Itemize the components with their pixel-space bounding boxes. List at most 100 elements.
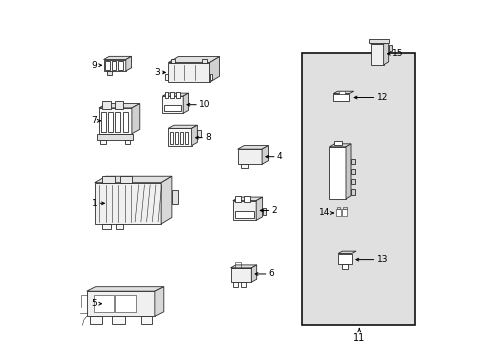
Polygon shape xyxy=(86,287,163,291)
Bar xyxy=(388,45,391,51)
Text: 14: 14 xyxy=(318,208,329,217)
Bar xyxy=(235,195,241,202)
Polygon shape xyxy=(132,104,140,134)
Bar xyxy=(103,59,125,71)
Bar xyxy=(86,291,155,316)
Text: 1: 1 xyxy=(92,199,97,208)
Bar xyxy=(102,224,111,229)
Bar xyxy=(343,207,346,210)
Bar xyxy=(233,282,238,287)
Bar xyxy=(171,59,175,63)
Bar xyxy=(171,190,178,204)
Polygon shape xyxy=(168,57,219,63)
Bar xyxy=(140,316,152,324)
Bar xyxy=(301,53,414,325)
Bar xyxy=(175,132,178,144)
Bar xyxy=(241,164,248,168)
Bar xyxy=(112,61,116,69)
Polygon shape xyxy=(99,104,140,108)
Bar xyxy=(120,176,132,183)
Bar xyxy=(176,92,179,98)
Bar xyxy=(102,176,114,183)
Bar xyxy=(118,61,122,69)
Text: 6: 6 xyxy=(268,269,274,278)
Text: 8: 8 xyxy=(204,133,210,142)
Bar xyxy=(370,44,383,65)
Polygon shape xyxy=(183,93,188,113)
Bar xyxy=(333,141,341,145)
Polygon shape xyxy=(232,197,262,201)
Bar xyxy=(185,132,188,144)
Bar xyxy=(164,92,168,98)
Text: 10: 10 xyxy=(199,100,210,109)
Bar xyxy=(162,96,183,113)
Bar xyxy=(170,92,174,98)
Text: 2: 2 xyxy=(271,206,277,215)
Text: 13: 13 xyxy=(376,255,387,264)
Bar xyxy=(164,105,181,111)
Bar xyxy=(97,134,133,140)
Bar xyxy=(99,108,132,134)
Polygon shape xyxy=(95,176,171,183)
Bar xyxy=(342,210,346,216)
Bar xyxy=(350,169,354,175)
Bar xyxy=(232,201,256,220)
Bar xyxy=(100,140,105,144)
Polygon shape xyxy=(256,197,262,220)
Bar xyxy=(116,224,123,229)
Bar xyxy=(112,316,125,324)
Bar xyxy=(94,295,114,312)
Bar xyxy=(108,112,113,132)
Bar xyxy=(350,189,354,194)
Bar xyxy=(235,211,253,218)
Bar xyxy=(115,112,120,132)
Polygon shape xyxy=(155,287,163,316)
Polygon shape xyxy=(346,144,350,199)
Polygon shape xyxy=(262,145,268,164)
Bar xyxy=(243,195,249,202)
Bar xyxy=(368,39,388,43)
Bar xyxy=(95,183,161,224)
Polygon shape xyxy=(251,265,256,282)
Bar xyxy=(101,112,106,132)
Text: 15: 15 xyxy=(391,49,403,58)
Text: 11: 11 xyxy=(352,333,365,343)
Text: 3: 3 xyxy=(154,68,160,77)
Polygon shape xyxy=(162,93,188,96)
Text: 4: 4 xyxy=(276,152,282,161)
Bar xyxy=(202,59,206,63)
Polygon shape xyxy=(370,41,388,44)
Bar xyxy=(333,94,349,102)
Polygon shape xyxy=(329,144,350,147)
Bar xyxy=(209,74,212,80)
Polygon shape xyxy=(161,176,171,224)
Bar xyxy=(107,71,112,75)
Bar xyxy=(105,61,110,69)
Polygon shape xyxy=(230,265,256,268)
Polygon shape xyxy=(209,57,219,82)
Bar xyxy=(350,179,354,184)
Bar xyxy=(339,91,344,94)
Text: 9: 9 xyxy=(92,61,97,70)
Bar xyxy=(262,208,265,215)
Bar xyxy=(170,132,173,144)
Bar xyxy=(168,63,209,82)
Polygon shape xyxy=(125,57,131,71)
Bar xyxy=(165,74,168,80)
Bar xyxy=(335,210,340,216)
Bar xyxy=(197,130,201,138)
Bar xyxy=(337,253,351,264)
Bar xyxy=(329,147,346,199)
Text: 7: 7 xyxy=(91,116,97,125)
Bar xyxy=(168,129,191,145)
Bar xyxy=(241,282,245,287)
Bar xyxy=(102,102,111,109)
Polygon shape xyxy=(103,57,131,59)
Text: 12: 12 xyxy=(376,93,387,102)
Bar xyxy=(237,149,262,164)
Polygon shape xyxy=(237,145,268,149)
Bar xyxy=(125,140,130,144)
Bar xyxy=(230,268,251,282)
Bar xyxy=(180,132,183,144)
Polygon shape xyxy=(383,41,388,65)
